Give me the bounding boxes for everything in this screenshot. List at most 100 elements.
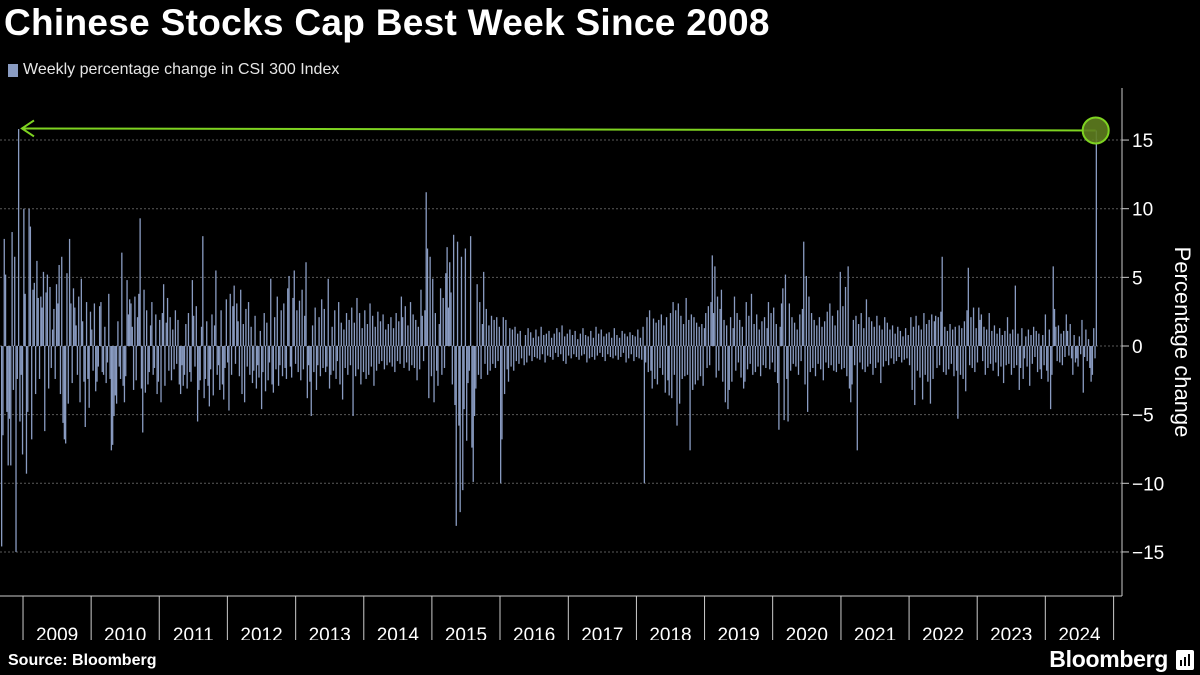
bar: [280, 310, 282, 346]
bar: [115, 346, 118, 404]
bar: [895, 346, 898, 362]
bar: [1091, 346, 1094, 375]
bar: [72, 288, 75, 346]
bar: [230, 346, 233, 375]
bar: [643, 346, 646, 484]
bar: [224, 346, 226, 368]
bar: [441, 346, 443, 375]
annotation-arrow: [21, 127, 1096, 132]
bar: [101, 346, 103, 373]
bar: [104, 326, 106, 346]
bar: [537, 336, 540, 346]
bar: [34, 346, 37, 395]
bar: [808, 296, 810, 346]
bar: [283, 303, 285, 346]
bar: [1039, 346, 1041, 370]
bar: [1085, 329, 1087, 346]
bar: [217, 346, 220, 366]
bar: [871, 321, 873, 346]
bar: [347, 346, 349, 375]
bar: [983, 326, 985, 346]
bar: [300, 346, 302, 381]
x-tick-label: 2017: [581, 625, 623, 640]
bar: [339, 346, 341, 385]
bar: [928, 319, 930, 346]
bar: [823, 321, 826, 346]
bar: [804, 346, 806, 385]
bar: [391, 346, 393, 367]
bar: [344, 346, 346, 368]
bar: [245, 308, 247, 346]
bar: [634, 336, 636, 346]
bar: [578, 346, 580, 360]
bar: [778, 346, 780, 430]
bar: [847, 266, 849, 346]
bar: [565, 346, 567, 364]
bar: [1089, 346, 1091, 368]
bar: [323, 308, 325, 346]
bar: [532, 337, 534, 346]
bar: [296, 310, 298, 346]
bar: [915, 315, 917, 346]
bar: [762, 346, 764, 366]
bar: [1093, 328, 1095, 346]
bar: [638, 346, 640, 359]
bar: [38, 346, 41, 379]
bar: [1044, 314, 1047, 346]
bar: [548, 330, 550, 346]
bar: [859, 346, 861, 363]
bar: [1073, 335, 1075, 346]
bar: [609, 346, 612, 357]
bar: [833, 346, 835, 371]
bar: [186, 346, 188, 389]
bar: [284, 346, 286, 368]
bar: [774, 346, 776, 373]
bar: [480, 346, 482, 379]
bar: [834, 325, 836, 346]
y-tick-label: −15: [1132, 543, 1164, 564]
bar: [810, 313, 813, 346]
bar: [822, 346, 824, 381]
bar: [477, 346, 480, 375]
bar: [719, 308, 721, 346]
bar: [761, 321, 763, 346]
bar: [338, 302, 340, 346]
bar: [151, 302, 153, 346]
x-tick-label: 2020: [786, 625, 828, 640]
bar: [96, 346, 98, 382]
bar: [552, 346, 554, 360]
bar: [890, 346, 892, 359]
bar: [911, 346, 913, 390]
bar: [341, 346, 344, 400]
bar: [668, 346, 670, 396]
bar: [557, 346, 559, 357]
bar: [428, 346, 430, 399]
bar: [937, 317, 939, 346]
bar: [48, 346, 50, 389]
bar: [117, 321, 119, 346]
bar: [31, 346, 33, 440]
bar: [187, 313, 190, 346]
bar: [191, 280, 194, 346]
bar: [254, 315, 256, 346]
bar: [553, 333, 555, 346]
bar: [701, 324, 703, 346]
bar: [531, 346, 533, 362]
bar: [355, 346, 357, 377]
bar: [786, 346, 788, 379]
bar: [709, 346, 711, 366]
bar: [665, 317, 668, 346]
bar: [860, 313, 862, 346]
bar: [236, 303, 238, 346]
bar: [146, 310, 148, 346]
bar: [827, 346, 830, 368]
x-tick-label: 2012: [240, 625, 282, 640]
x-tick-label: 2010: [104, 625, 146, 640]
bar: [739, 319, 741, 346]
bar: [916, 346, 919, 371]
bar: [527, 328, 529, 346]
bar: [1032, 326, 1035, 346]
bar: [844, 286, 847, 346]
bar: [765, 346, 767, 368]
bar: [302, 346, 305, 370]
